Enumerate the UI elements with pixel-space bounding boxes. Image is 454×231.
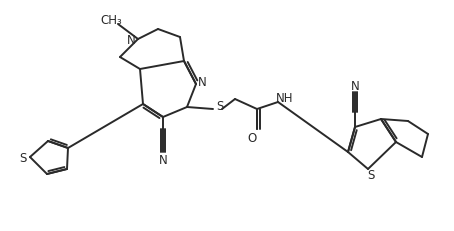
Text: O: O	[247, 131, 257, 144]
Text: N: N	[127, 33, 135, 46]
Text: CH₃: CH₃	[100, 13, 122, 26]
Text: N: N	[350, 79, 360, 92]
Text: S: S	[216, 100, 224, 113]
Text: NH: NH	[276, 91, 293, 104]
Text: S: S	[367, 169, 375, 182]
Text: N: N	[197, 76, 207, 89]
Text: S: S	[20, 151, 27, 164]
Text: N: N	[158, 154, 168, 167]
